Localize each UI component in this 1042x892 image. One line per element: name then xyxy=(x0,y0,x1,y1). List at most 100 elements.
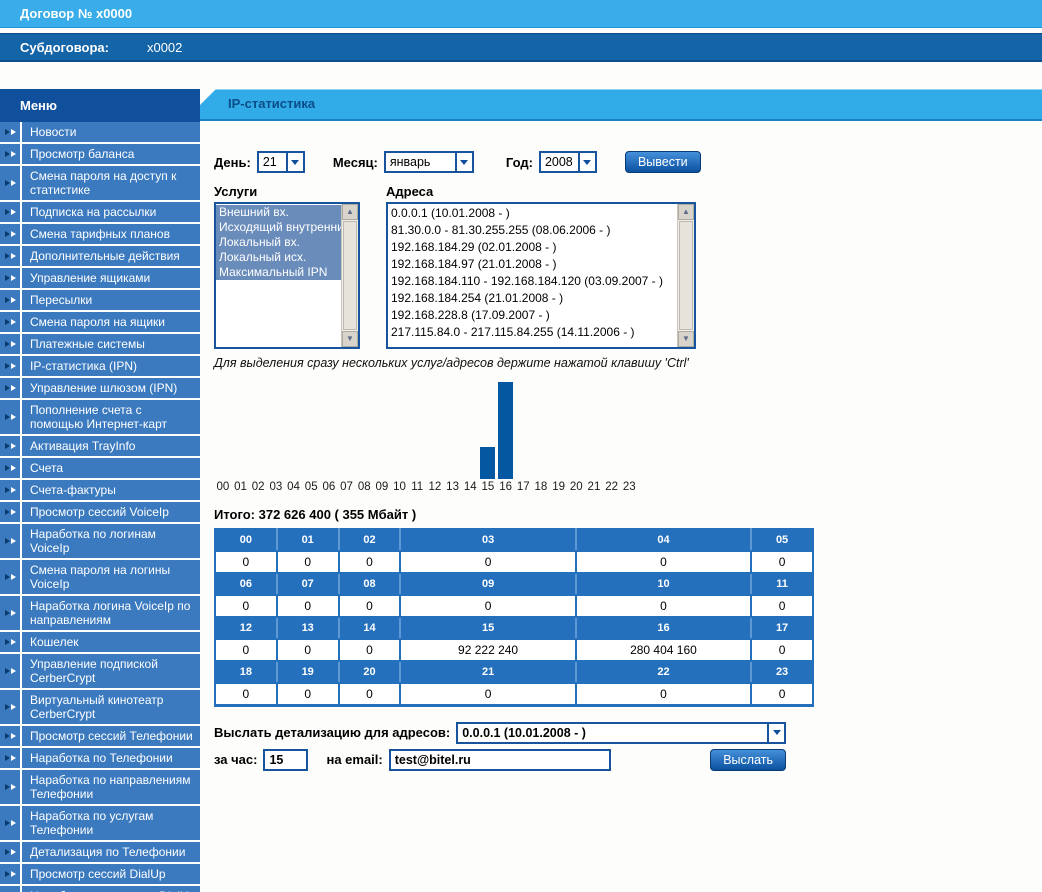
sidebar-item[interactable]: Управление ящиками xyxy=(0,268,200,290)
hour-header-cell: 21 xyxy=(399,660,577,684)
chevron-down-icon[interactable] xyxy=(454,153,472,171)
sidebar-item-label: Кошелек xyxy=(30,635,79,649)
chart-bar xyxy=(480,447,496,479)
sidebar-item[interactable]: Подписка на рассылки xyxy=(0,202,200,224)
service-option[interactable]: Внешний вх. xyxy=(216,205,341,220)
sidebar-item[interactable]: Платежные системы xyxy=(0,334,200,356)
sidebar-item[interactable]: Наработка логина VoiceIp по направлениям xyxy=(0,596,200,632)
sidebar-item[interactable]: Кошелек xyxy=(0,632,200,654)
hour-header-cell: 02 xyxy=(337,528,402,552)
scroll-down-icon[interactable]: ▼ xyxy=(678,331,694,347)
send-button[interactable]: Выслать xyxy=(710,748,786,771)
double-arrow-icon xyxy=(0,224,22,244)
sidebar-item[interactable]: Наработка по услугам Телефонии xyxy=(0,806,200,842)
chart-hour-label: 06 xyxy=(322,481,336,493)
chart-hour-label: 22 xyxy=(605,481,619,493)
subcontract-link[interactable]: x0002 xyxy=(146,39,183,55)
addresses-scrollbar[interactable]: ▲ ▼ xyxy=(677,204,694,347)
detail-address-select[interactable]: 0.0.0.1 (10.01.2008 - ) xyxy=(456,721,786,744)
double-arrow-icon xyxy=(0,770,22,804)
hour-value-cell: 0 xyxy=(399,594,577,618)
scroll-up-icon[interactable]: ▲ xyxy=(678,204,694,220)
show-button[interactable]: Вывести xyxy=(624,151,701,173)
sidebar-item[interactable]: IP-статистика (IPN) xyxy=(0,356,200,378)
email-label: на email: xyxy=(326,752,383,767)
sidebar-item[interactable]: Пополнение счета с помощью Интернет-карт xyxy=(0,400,200,436)
sidebar-item-label: Управление ящиками xyxy=(30,271,151,285)
scrollbar-thumb[interactable] xyxy=(679,221,693,330)
sidebar-item[interactable]: Смена пароля на доступ к статистике xyxy=(0,166,200,202)
sidebar-item[interactable]: Просмотр сессий VoiceIp xyxy=(0,502,200,524)
sidebar-item[interactable]: Детализация по Телефонии xyxy=(0,842,200,864)
service-option[interactable]: Локальный исх. xyxy=(216,250,341,265)
month-select[interactable]: январь xyxy=(383,151,474,173)
sidebar-item[interactable]: Просмотр баланса xyxy=(0,144,200,166)
sidebar-item[interactable]: Наработка по направлениям Телефонии xyxy=(0,770,200,806)
chart-hour-label: 05 xyxy=(304,481,318,493)
email-input[interactable] xyxy=(388,748,611,771)
day-select[interactable]: 21 xyxy=(256,151,305,173)
address-option[interactable]: 192.168.184.29 (02.01.2008 - ) xyxy=(391,240,557,254)
address-option[interactable]: 192.168.184.97 (21.01.2008 - ) xyxy=(391,257,557,271)
service-option[interactable]: Максимальный IPN xyxy=(216,265,341,280)
sidebar-item[interactable]: Управление подпиской CerberCrypt xyxy=(0,654,200,690)
address-option[interactable]: 192.168.228.8 (17.09.2007 - ) xyxy=(391,308,550,322)
sidebar-item[interactable]: Управление шлюзом (IPN) xyxy=(0,378,200,400)
sidebar-item[interactable]: Наработка по Телефонии xyxy=(0,748,200,770)
sidebar-item-label: Наработка по услугам Телефонии xyxy=(30,809,154,837)
sidebar-item[interactable]: Пересылки xyxy=(0,290,200,312)
address-option[interactable]: 0.0.0.1 (10.01.2008 - ) xyxy=(391,206,510,220)
chevron-down-icon[interactable] xyxy=(767,723,784,742)
scroll-up-icon[interactable]: ▲ xyxy=(342,204,358,220)
sidebar-item[interactable]: Смена тарифных планов xyxy=(0,224,200,246)
chart-bar xyxy=(498,382,514,479)
sidebar-item-label: Детализация по Телефонии xyxy=(30,845,186,859)
hour-input[interactable] xyxy=(263,748,309,771)
year-select[interactable]: 2008 xyxy=(538,151,597,173)
table-header-row: 06 07 08 09 10 11 xyxy=(214,572,814,596)
sidebar-item[interactable]: Счета-фактуры xyxy=(0,480,200,502)
addresses-listbox[interactable]: 0.0.0.1 (10.01.2008 - ) 81.30.0.0 - 81.30… xyxy=(386,202,696,349)
sidebar-item-label: Управление подпиской CerberCrypt xyxy=(30,657,158,685)
hour-header-cell: 06 xyxy=(214,572,278,596)
sidebar-item[interactable]: Наработка по логинам DialUp xyxy=(0,886,200,892)
service-option[interactable]: Локальный вх. xyxy=(216,235,341,250)
chart-hour-slot xyxy=(479,447,497,479)
sidebar-item[interactable]: Наработка по логинам VoiceIp xyxy=(0,524,200,560)
sidebar-item[interactable]: Новости xyxy=(0,122,200,144)
scrollbar-thumb[interactable] xyxy=(343,221,357,330)
hour-header-cell: 09 xyxy=(399,572,577,596)
sidebar-item[interactable]: Активация TrayInfo xyxy=(0,436,200,458)
hour-header-cell: 10 xyxy=(574,572,753,596)
double-arrow-icon xyxy=(0,356,22,376)
address-option[interactable]: 192.168.184.254 (21.01.2008 - ) xyxy=(391,291,564,305)
sidebar-item[interactable]: Просмотр сессий Телефонии xyxy=(0,726,200,748)
double-arrow-icon xyxy=(0,334,22,354)
list-labels-row: Услуги Адреса xyxy=(214,184,1042,199)
sidebar-item-label: Счета-фактуры xyxy=(30,483,116,497)
sidebar-item[interactable]: Счета xyxy=(0,458,200,480)
total-line: Итого: 372 626 400 ( 355 Мбайт ) xyxy=(214,507,1042,522)
hour-value-cell: 0 xyxy=(574,594,753,618)
address-option[interactable]: 81.30.0.0 - 81.30.255.255 (08.06.2006 - … xyxy=(391,223,611,237)
chevron-down-icon[interactable] xyxy=(577,153,595,171)
sidebar-item-label: Управление шлюзом (IPN) xyxy=(30,381,178,395)
sidebar-item[interactable]: Виртуальный кинотеатр CerberCrypt xyxy=(0,690,200,726)
hourly-traffic-chart: 00 01 02 03 04 05 06 07 08 09 10 11 12 13 14 15 16 17 18 19… xyxy=(214,382,638,493)
hour-header-cell: 04 xyxy=(574,528,753,552)
address-option[interactable]: 192.168.184.110 - 192.168.184.120 (03.09… xyxy=(391,274,663,288)
sidebar-item[interactable]: Просмотр сессий DialUp xyxy=(0,864,200,886)
hour-value-cell: 92 222 240 xyxy=(399,638,577,662)
chevron-down-icon[interactable] xyxy=(285,153,303,171)
services-listbox[interactable]: Внешний вх. Исходящий внутренний Локальный… xyxy=(214,202,360,349)
scroll-down-icon[interactable]: ▼ xyxy=(342,331,358,347)
hour-value-cell: 0 xyxy=(337,682,402,706)
sidebar-item[interactable]: Дополнительные действия xyxy=(0,246,200,268)
hour-value-cell: 0 xyxy=(750,682,814,706)
sidebar-item[interactable]: Смена пароля на логины VoiceIp xyxy=(0,560,200,596)
service-option[interactable]: Исходящий внутренний xyxy=(216,220,351,235)
sidebar-item[interactable]: Смена пароля на ящики xyxy=(0,312,200,334)
address-option[interactable]: 217.115.84.0 - 217.115.84.255 (14.11.200… xyxy=(391,325,635,339)
services-scrollbar[interactable]: ▲ ▼ xyxy=(341,204,358,347)
chart-hour-label: 12 xyxy=(428,481,442,493)
